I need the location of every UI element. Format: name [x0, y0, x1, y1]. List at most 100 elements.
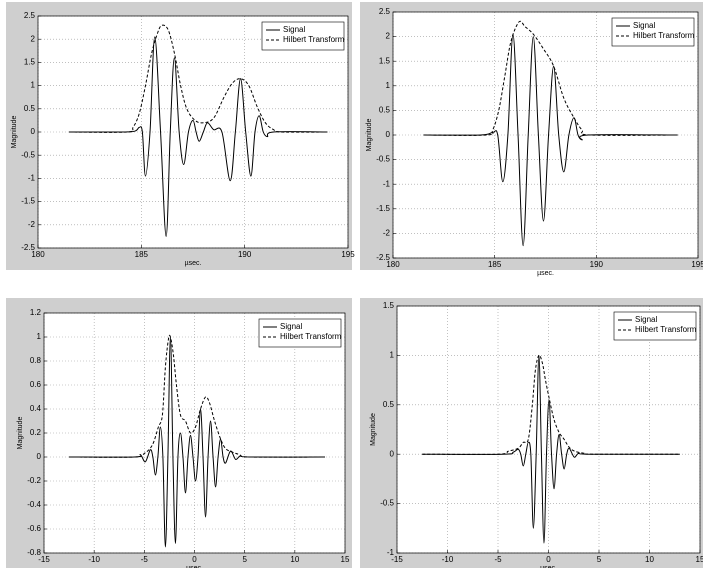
y-tick-label: 1.2 — [30, 308, 42, 317]
y-tick-label: 1.5 — [379, 56, 391, 65]
y-tick-label: -2.5 — [376, 253, 390, 262]
x-tick-label: -15 — [38, 555, 50, 564]
y-tick-label: 0.8 — [30, 356, 42, 365]
x-tick-label: 15 — [696, 555, 703, 564]
x-tick-label: -15 — [391, 555, 403, 564]
data-layer — [423, 20, 678, 247]
y-tick-label: -1.5 — [376, 204, 390, 213]
series-line — [422, 354, 680, 544]
y-tick-label: -2 — [383, 229, 391, 238]
x-tick-label: -5 — [141, 555, 149, 564]
x-tick-label: 10 — [645, 555, 654, 564]
legend-box — [261, 21, 345, 51]
legend-label: Signal — [283, 25, 305, 34]
x-tick-label: -10 — [88, 555, 100, 564]
y-tick-label: 0 — [390, 449, 395, 458]
y-tick-label: -0.4 — [27, 500, 41, 509]
x-tick-label: 15 — [341, 555, 350, 564]
data-layer — [69, 334, 325, 548]
y-tick-label: 1 — [37, 332, 42, 341]
y-tick-label: 1 — [31, 81, 36, 90]
y-tick-label: -0.2 — [27, 476, 41, 485]
y-tick-label: -1 — [387, 548, 395, 557]
y-axis-label: Magnitude — [366, 119, 373, 152]
x-axis-label: µsec. — [185, 260, 202, 267]
legend-label: Hilbert Transform — [280, 332, 342, 341]
x-axis-label: µsec. — [540, 565, 557, 568]
data-layer — [68, 24, 328, 237]
legend-box — [611, 17, 695, 47]
legend-label: Hilbert Transform — [283, 35, 345, 44]
x-tick-label: 5 — [597, 555, 602, 564]
x-axis-label: µsec. — [537, 270, 554, 277]
x-tick-label: 185 — [135, 250, 149, 259]
y-tick-label: 0.2 — [30, 428, 42, 437]
y-tick-label: 0 — [386, 130, 391, 139]
y-tick-label: 2.5 — [24, 11, 36, 20]
x-tick-label: 185 — [488, 260, 502, 269]
legend-label: Signal — [633, 21, 655, 30]
legend-label: Signal — [635, 315, 657, 324]
y-tick-label: -1.5 — [21, 197, 35, 206]
x-tick-label: -5 — [494, 555, 502, 564]
x-tick-label: 180 — [31, 250, 45, 259]
legend-label: Hilbert Transform — [633, 31, 695, 40]
series-line — [422, 354, 680, 455]
series-line — [423, 20, 678, 136]
y-tick-label: 2 — [386, 32, 391, 41]
x-tick-label: 10 — [290, 555, 299, 564]
x-tick-label: 195 — [341, 250, 355, 259]
y-tick-label: 1.5 — [383, 301, 395, 310]
legend-box — [258, 318, 342, 348]
y-tick-label: -2.5 — [21, 243, 35, 252]
series-line — [68, 36, 328, 237]
y-tick-label: -1 — [28, 174, 36, 183]
y-axis-label: Magnitude — [11, 116, 18, 149]
x-tick-label: 190 — [238, 250, 252, 259]
x-tick-label: 0 — [192, 555, 197, 564]
plot-frame — [396, 305, 701, 554]
plot-frame — [392, 11, 699, 259]
y-tick-label: 0.5 — [379, 106, 391, 115]
y-tick-label: 0.5 — [383, 400, 395, 409]
chart-panel: -15 -10 -5 0 5 10 15 -0.8 -0.6 -0.4 -0.2 0 0.2 0.4 0.6… — [6, 298, 352, 568]
y-tick-label: 1 — [386, 81, 391, 90]
plot-frame — [43, 312, 346, 554]
x-axis-label: µsec. — [186, 565, 203, 568]
y-tick-label: 0 — [31, 127, 36, 136]
y-tick-label: -0.5 — [21, 150, 35, 159]
x-tick-label: 195 — [691, 260, 703, 269]
series-line — [423, 33, 678, 247]
legend-box — [613, 311, 697, 341]
x-tick-label: 190 — [590, 260, 604, 269]
y-axis-label: Magnitude — [17, 417, 24, 450]
y-tick-label: 0.4 — [30, 404, 42, 413]
legend-label: Signal — [280, 322, 302, 331]
y-tick-label: -0.8 — [27, 548, 41, 557]
chart-panel: -15 -10 -5 0 5 10 15 -1 -0.5 0 0.5 1 1.5 µsec. Magnitu… — [360, 298, 703, 568]
y-tick-label: 0.5 — [24, 104, 36, 113]
x-tick-label: -10 — [442, 555, 454, 564]
x-tick-label: 180 — [386, 260, 400, 269]
y-tick-label: -0.5 — [376, 155, 390, 164]
legend-label: Hilbert Transform — [635, 325, 697, 334]
y-tick-label: -0.6 — [27, 524, 41, 533]
y-tick-label: 1 — [390, 351, 395, 360]
y-tick-label: 2.5 — [379, 7, 391, 16]
x-tick-label: 0 — [546, 555, 551, 564]
x-tick-label: 5 — [242, 555, 247, 564]
y-axis-label: Magnitude — [370, 413, 377, 446]
y-tick-label: 0 — [37, 452, 42, 461]
plot-frame — [37, 15, 349, 249]
y-tick-label: -0.5 — [380, 499, 394, 508]
series-line — [68, 24, 328, 133]
data-layer — [422, 354, 680, 544]
y-tick-label: 2 — [31, 34, 36, 43]
y-tick-label: -1 — [383, 179, 391, 188]
y-tick-label: 1.5 — [24, 58, 36, 67]
